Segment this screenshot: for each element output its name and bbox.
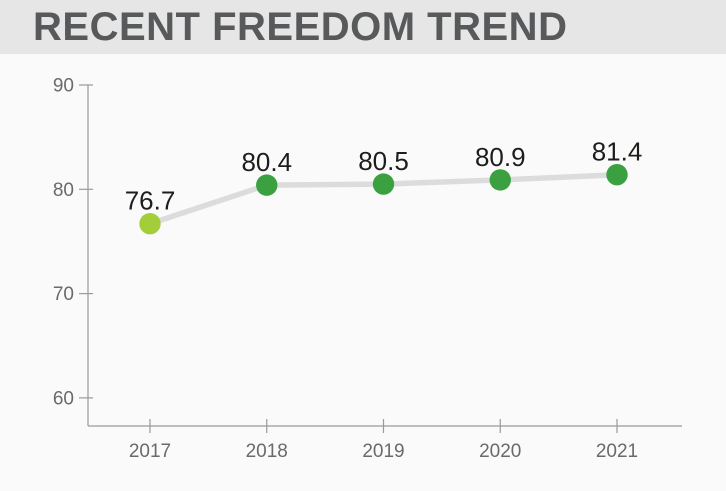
- data-point-label-2018: 80.4: [241, 147, 292, 177]
- data-point-2019: [372, 173, 395, 195]
- x-axis-tick-label: 2021: [596, 441, 638, 462]
- data-point-2020: [489, 169, 511, 191]
- data-point-label-2017: 76.7: [125, 186, 176, 216]
- data-point-2018: [256, 174, 278, 196]
- x-axis-tick-label: 2017: [129, 441, 171, 462]
- page-title: RECENT FREEDOM TREND: [33, 5, 568, 49]
- chart-area: 90 80 70 60 2017 2018 2019 2020 2021 76.7 80.4 80.5…: [0, 54, 726, 486]
- x-axis-tick-label: 2019: [362, 441, 404, 462]
- data-point-label-2020: 80.9: [475, 142, 526, 172]
- x-axis-tick-label: 2018: [246, 441, 288, 462]
- data-point-label-2019: 80.5: [358, 146, 409, 176]
- freedom-trend-line-chart: 90 80 70 60 2017 2018 2019 2020 2021 76.7 80.4 80.5…: [53, 76, 682, 462]
- data-point-2021: [606, 163, 628, 186]
- x-axis-tick-label: 2020: [479, 441, 521, 462]
- chart-title-bar: RECENT FREEDOM TREND: [0, 0, 726, 54]
- y-axis-tick-label: 70: [53, 284, 74, 305]
- y-axis-tick-label: 90: [53, 76, 74, 97]
- data-point-label-2021: 81.4: [592, 137, 643, 167]
- y-axis-tick-label: 80: [53, 180, 74, 201]
- y-axis-tick-label: 60: [53, 388, 74, 409]
- data-point-2017: [139, 213, 161, 235]
